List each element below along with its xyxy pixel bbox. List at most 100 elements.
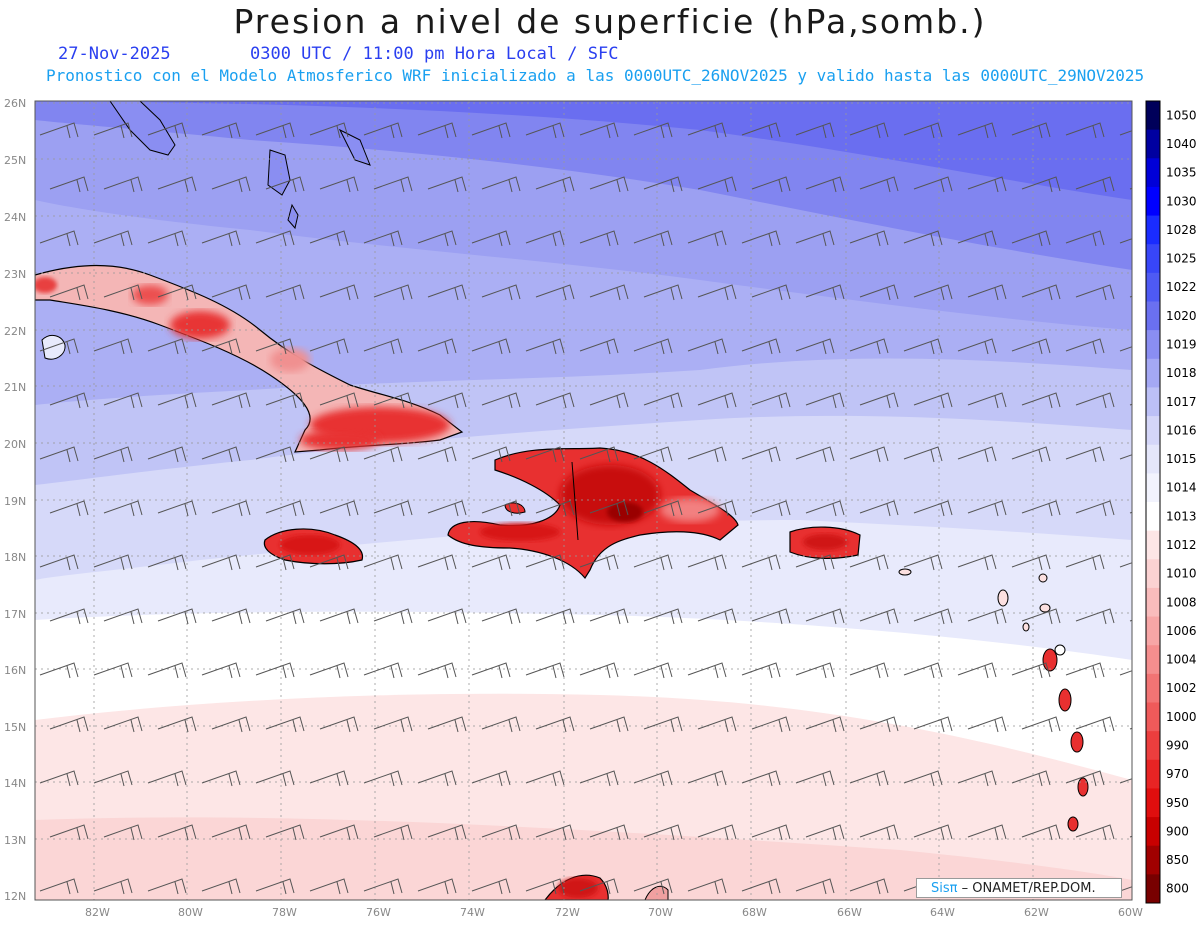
wind-barb: [319, 284, 359, 301]
wind-barb: [49, 824, 89, 841]
wind-barb: [481, 500, 521, 517]
wind-barb: [211, 392, 251, 409]
wind-barb: [147, 122, 187, 139]
colorbar-label: 1008: [1166, 595, 1197, 609]
colorbar-label: 950: [1166, 796, 1189, 810]
wind-barb: [147, 338, 187, 355]
wind-barb: [157, 500, 197, 517]
wind-barb: [913, 716, 953, 733]
wind-barb: [795, 770, 835, 787]
wind-barb: [957, 230, 997, 247]
wind-barb: [525, 878, 565, 895]
colorbar-swatch: [1146, 215, 1160, 245]
wind-barb: [913, 176, 953, 193]
colorbar-swatch: [1146, 587, 1160, 618]
wind-barb: [93, 770, 133, 787]
wind-barb: [795, 662, 835, 679]
colorbar-label: 1019: [1166, 337, 1197, 351]
wind-barb: [481, 824, 521, 841]
wind-barb: [373, 284, 413, 301]
colorbar-label: 1000: [1166, 710, 1197, 724]
wind-barb: [103, 824, 143, 841]
wind-barb: [741, 122, 781, 139]
wind-barb: [967, 176, 1007, 193]
colorbar-swatch: [1146, 759, 1160, 789]
puerto-rico-land: [789, 526, 861, 560]
colorbar-swatch: [1146, 473, 1160, 503]
wind-barb: [1021, 608, 1061, 625]
wind-barb: [49, 176, 89, 193]
wind-barb: [309, 446, 349, 463]
wind-barb: [535, 716, 575, 733]
wind-barb: [1065, 662, 1105, 679]
wind-barb: [579, 122, 619, 139]
wind-barb: [157, 824, 197, 841]
wind-barb: [309, 662, 349, 679]
wind-barb: [93, 878, 133, 895]
wind-barb: [147, 554, 187, 571]
lat-label: 19N: [4, 495, 26, 508]
forecast-time: 0300 UTC / 11:00 pm Hora Local / SFC: [250, 44, 619, 64]
wind-barb: [201, 554, 241, 571]
wind-barb: [373, 608, 413, 625]
wind-barb: [1075, 608, 1115, 625]
wind-barb: [1119, 130, 1132, 136]
lon-label: 82W: [85, 906, 110, 919]
wind-barb: [589, 176, 629, 193]
wind-barb: [201, 878, 241, 895]
lat-label: 23N: [4, 268, 26, 281]
colorbar-swatch: [1146, 616, 1160, 646]
colorbar-label: 1006: [1166, 624, 1197, 638]
wind-barb: [849, 338, 889, 355]
lat-label: 20N: [4, 438, 26, 451]
wind-barb: [255, 230, 295, 247]
wind-barb: [903, 662, 943, 679]
wind-barb: [427, 716, 467, 733]
wind-barb: [525, 122, 565, 139]
lon-label: 62W: [1024, 906, 1049, 919]
colorbar-label: 800: [1166, 882, 1189, 896]
wind-barb: [751, 176, 791, 193]
wind-barb: [427, 500, 467, 517]
wind-barb: [525, 230, 565, 247]
wind-barb: [265, 176, 305, 193]
wind-barb: [1021, 284, 1061, 301]
wind-barb: [633, 338, 673, 355]
colorbar-swatch: [1146, 702, 1160, 732]
pressure-colorbar: 1050 1040 1035 1030 1028 1025 1022 1020 1019 1018…: [1145, 100, 1197, 904]
wind-barb: [265, 392, 305, 409]
wind-barb: [687, 878, 727, 895]
wind-barb: [957, 338, 997, 355]
wind-barb: [633, 554, 673, 571]
lon-label: 66W: [837, 906, 862, 919]
lon-label: 72W: [555, 906, 580, 919]
wind-barb: [255, 554, 295, 571]
wind-barb: [1021, 824, 1061, 841]
wind-barb: [39, 770, 79, 787]
wind-barbs: [39, 122, 1132, 895]
wind-barb: [957, 122, 997, 139]
wind-barb: [741, 230, 781, 247]
wind-barb: [157, 392, 197, 409]
wind-barb: [427, 608, 467, 625]
wind-barb: [741, 878, 781, 895]
wind-barb: [265, 716, 305, 733]
lat-label: 12N: [4, 890, 26, 903]
wind-barb: [255, 878, 295, 895]
colorbar-label: 1022: [1166, 280, 1197, 294]
wind-barb: [417, 662, 457, 679]
lon-label: 76W: [366, 906, 391, 919]
wind-barb: [741, 446, 781, 463]
credit-box: Sisπ – ONAMET/REP.DOM.: [916, 878, 1122, 898]
wind-barb: [589, 716, 629, 733]
wind-barb: [103, 500, 143, 517]
latitude-labels: 26N 25N 24N 23N 22N 21N 20N 19N 18N 17N …: [4, 97, 26, 903]
wind-barb: [697, 500, 737, 517]
wind-barb: [417, 554, 457, 571]
wind-barb: [49, 716, 89, 733]
wind-barb: [49, 284, 89, 301]
wind-barb: [319, 716, 359, 733]
isla-juventud: [41, 334, 66, 360]
lon-label: 80W: [178, 906, 203, 919]
wind-barb: [1119, 778, 1132, 784]
